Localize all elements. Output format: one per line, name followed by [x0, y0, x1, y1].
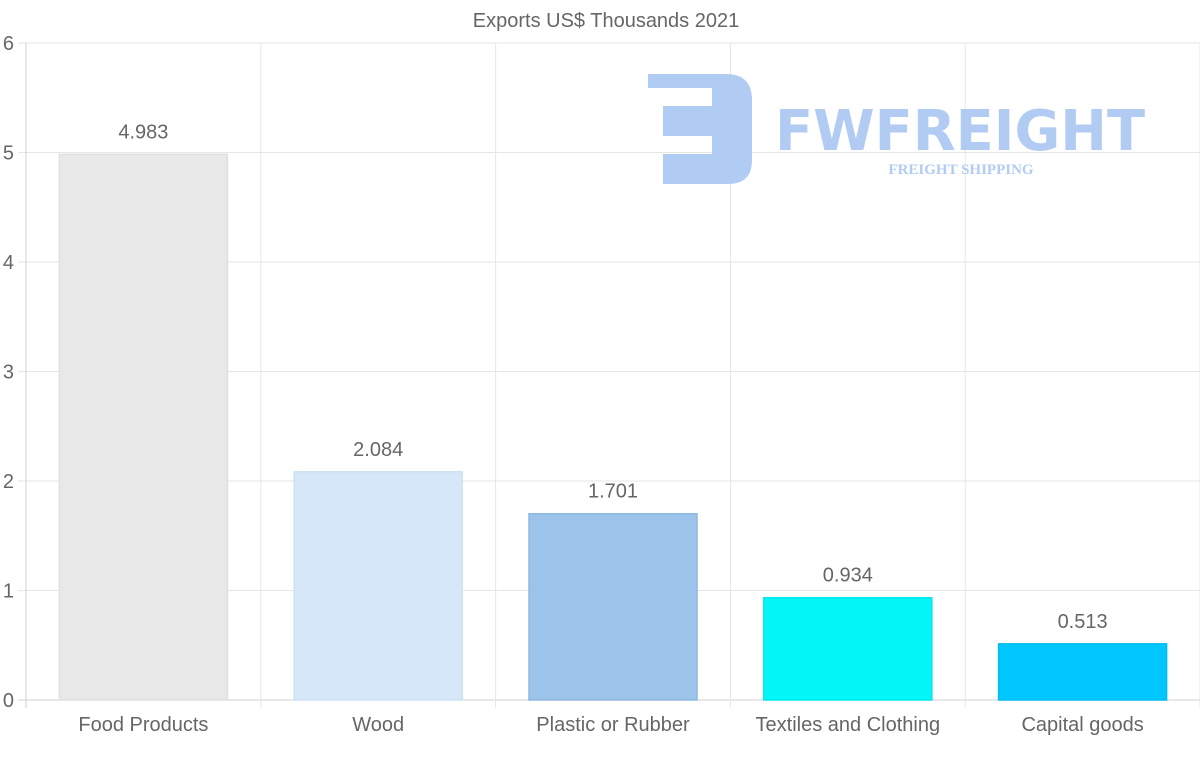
data-label: 0.934: [823, 565, 873, 587]
logo-mark-icon: [648, 74, 752, 184]
chart-title: Exports US$ Thousands 2021: [473, 10, 739, 32]
x-tick-label: Food Products: [78, 714, 208, 736]
x-tick-label: Plastic or Rubber: [536, 714, 690, 736]
x-tick-label: Wood: [352, 714, 404, 736]
x-tick-label: Capital goods: [1021, 714, 1143, 736]
bar-food-products: [58, 153, 229, 701]
y-tick-label: 3: [3, 362, 14, 384]
data-label: 4.983: [118, 121, 168, 143]
y-tick-label: 1: [3, 581, 14, 603]
bars: [58, 153, 1168, 701]
watermark-logo: FWFREIGHT FREIGHT SHIPPING: [648, 74, 1145, 184]
bar-textiles-and-clothing: [763, 596, 933, 701]
bar-wood: [293, 471, 463, 701]
y-tick-label: 4: [3, 252, 14, 274]
y-tick-label: 2: [3, 471, 14, 493]
y-axis: 0 1 2 3 4 5 6: [3, 33, 14, 712]
watermark-brand: FWFREIGHT: [775, 99, 1145, 164]
y-tick-label: 6: [3, 33, 14, 55]
data-labels: 4.983 2.084 1.701 0.934 0.513: [118, 121, 1107, 632]
data-label: 2.084: [353, 439, 403, 461]
bar-capital-goods: [997, 643, 1168, 701]
x-tick-label: Textiles and Clothing: [756, 714, 941, 736]
watermark-tagline: FREIGHT SHIPPING: [888, 162, 1033, 178]
data-label: 1.701: [588, 481, 638, 503]
y-tick-label: 0: [3, 690, 14, 712]
data-label: 0.513: [1058, 611, 1108, 633]
y-tick-label: 5: [3, 143, 14, 165]
bar-plastic-or-rubber: [528, 512, 698, 701]
x-axis: Food Products Wood Plastic or Rubber Textil…: [78, 714, 1143, 736]
